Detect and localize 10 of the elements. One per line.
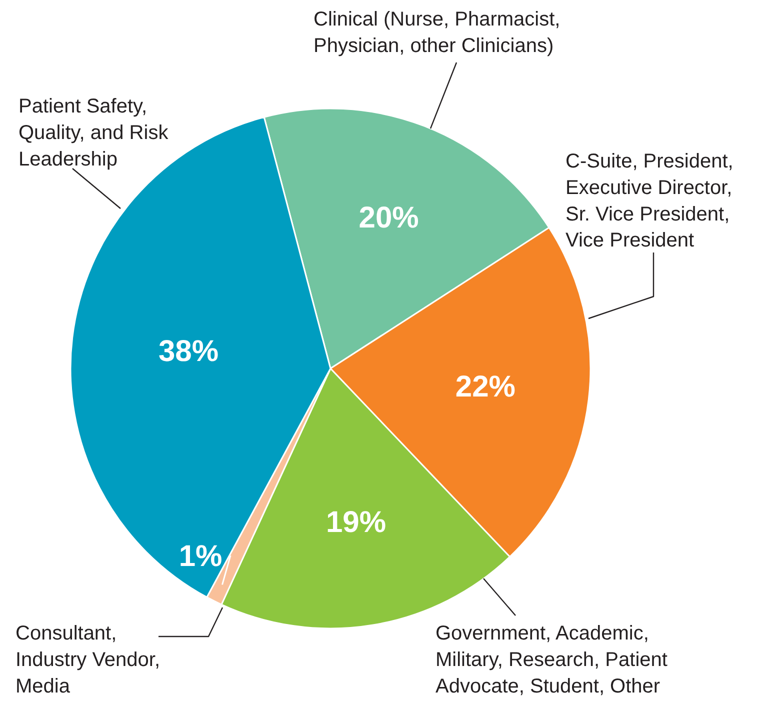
data-label: 19%	[326, 506, 386, 539]
data-label: 38%	[158, 335, 219, 368]
slice-label: Clinical (Nurse, Pharmacist, Physician, other Clinicians)	[314, 8, 560, 57]
data-label: 20%	[358, 202, 419, 235]
slice-label: C-Suite, President, Executive Director, Sr. Vice President, Vice President	[566, 150, 734, 252]
slice-label: Consultant, Industry Vendor, Media	[16, 622, 160, 698]
slice-label: Patient Safety, Quality, and Risk Leadership	[18, 96, 170, 170]
data-label: 1%	[178, 540, 222, 573]
slice-label: Government, Academic, Military, Research, Patient Advocate, Student, Other	[436, 622, 668, 698]
data-label: 22%	[455, 370, 516, 404]
